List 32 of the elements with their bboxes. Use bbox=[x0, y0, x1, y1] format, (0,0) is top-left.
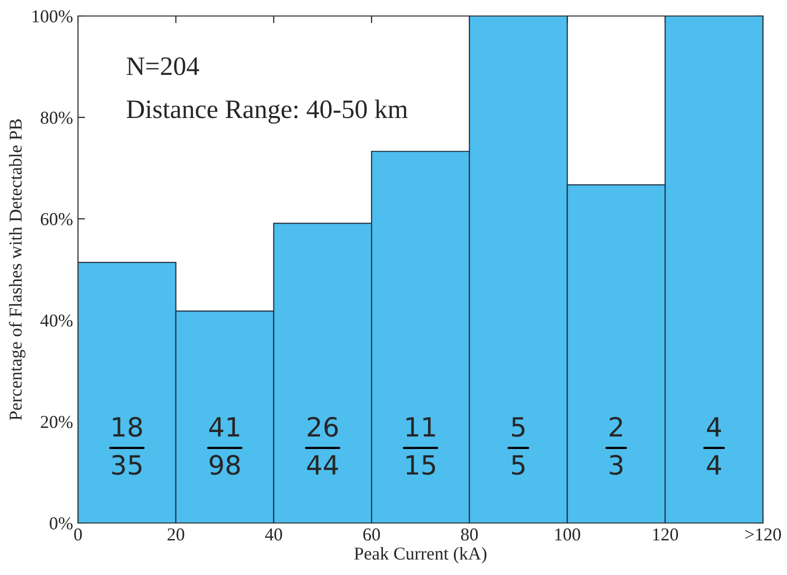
x-tick-label: 80 bbox=[461, 528, 478, 541]
x-tick-label: 0 bbox=[74, 528, 82, 541]
x-tick-label: 120 bbox=[653, 528, 678, 541]
annotation: 98 bbox=[210, 454, 240, 475]
x-tick-label: 100 bbox=[555, 528, 580, 541]
annotation: 2 bbox=[610, 416, 622, 436]
x-tick-label: 40 bbox=[265, 528, 282, 541]
annotation: 5 bbox=[512, 417, 524, 437]
annotation: 5 bbox=[512, 455, 524, 475]
y-tick-label: 20% bbox=[40, 416, 73, 428]
annotation: 44 bbox=[307, 455, 338, 475]
annotation: 4 bbox=[706, 455, 721, 475]
y-axis-title: Percentage of Flashes with Detectable PB bbox=[8, 119, 26, 420]
annotation: 4 bbox=[706, 417, 721, 436]
x-tick-label: 20 bbox=[168, 528, 184, 541]
y-tick-label: 80% bbox=[40, 112, 73, 124]
annotation: N=204 bbox=[126, 57, 200, 76]
x-tick-label: >120 bbox=[745, 528, 781, 541]
y-tick-label: 0% bbox=[50, 517, 73, 530]
y-tick-label: 100% bbox=[32, 10, 73, 22]
y-tick-label: 40% bbox=[40, 314, 73, 327]
annotation: Distance Range: 40-50 km bbox=[126, 100, 408, 124]
annotation: 41 bbox=[209, 417, 240, 436]
annotation: 35 bbox=[112, 454, 142, 475]
annotation: 18 bbox=[113, 416, 142, 437]
y-tick-label: 60% bbox=[40, 213, 73, 226]
x-tick-label: 60 bbox=[363, 528, 380, 541]
x-axis-title: Peak Current (kA) bbox=[354, 547, 486, 564]
annotation: 26 bbox=[308, 416, 338, 437]
annotation: 15 bbox=[406, 455, 435, 475]
annotation: 11 bbox=[406, 417, 435, 436]
annotation: 3 bbox=[610, 454, 622, 475]
